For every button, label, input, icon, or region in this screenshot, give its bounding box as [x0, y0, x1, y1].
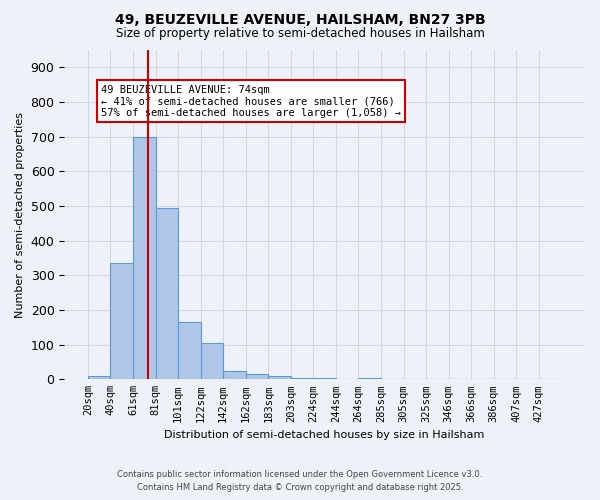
Text: 49, BEUZEVILLE AVENUE, HAILSHAM, BN27 3PB: 49, BEUZEVILLE AVENUE, HAILSHAM, BN27 3P…	[115, 12, 485, 26]
Text: Size of property relative to semi-detached houses in Hailsham: Size of property relative to semi-detach…	[116, 28, 484, 40]
Bar	[246, 374, 268, 380]
Bar	[178, 322, 200, 380]
Text: 49 BEUZEVILLE AVENUE: 74sqm
← 41% of semi-detached houses are smaller (766)
57% : 49 BEUZEVILLE AVENUE: 74sqm ← 41% of sem…	[101, 84, 401, 118]
Bar	[358, 378, 381, 380]
Bar	[110, 263, 133, 380]
Y-axis label: Number of semi-detached properties: Number of semi-detached properties	[15, 112, 25, 318]
Text: Contains public sector information licensed under the Open Government Licence v3: Contains public sector information licen…	[118, 470, 482, 479]
Text: Contains HM Land Registry data © Crown copyright and database right 2025.: Contains HM Land Registry data © Crown c…	[137, 484, 463, 492]
Bar	[313, 378, 336, 380]
Bar	[133, 136, 155, 380]
Bar	[200, 343, 223, 380]
X-axis label: Distribution of semi-detached houses by size in Hailsham: Distribution of semi-detached houses by …	[164, 430, 485, 440]
Bar	[268, 376, 291, 380]
Bar	[88, 376, 110, 380]
Bar	[291, 378, 313, 380]
Bar	[223, 370, 246, 380]
Bar	[155, 208, 178, 380]
